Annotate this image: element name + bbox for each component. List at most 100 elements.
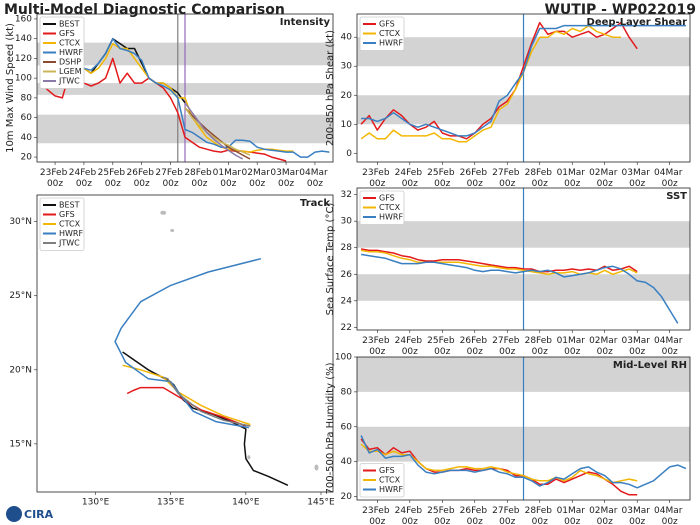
y-tick-label: 160: [15, 14, 32, 24]
legend-label: GFS: [379, 20, 395, 29]
y-tick-label: 40: [21, 133, 33, 143]
x-tick-label: 03Mar 00z: [622, 506, 653, 525]
x-tick-label: 27Feb 00z: [155, 168, 185, 189]
legend-label: HWRF: [379, 39, 403, 48]
x-tick-label: 23Feb 00z: [362, 336, 392, 357]
logo-disc: [6, 506, 22, 522]
plot-area: [357, 188, 690, 330]
legend-label: DSHP: [59, 58, 81, 67]
series-line: [126, 386, 247, 427]
x-tick-label: 26Feb 00z: [460, 168, 490, 189]
land: [314, 464, 319, 471]
y-tick-label: 40: [341, 457, 353, 467]
panel-title: Intensity: [280, 17, 331, 28]
x-tick-label: 23Feb 00z: [362, 168, 392, 189]
series-line: [360, 21, 638, 140]
legend-label: HWRF: [379, 485, 403, 494]
x-tick-label: 26Feb 00z: [460, 336, 490, 357]
legend-label: GFS: [379, 194, 395, 203]
y-axis-label: 10m Max Wind Speed (kt): [5, 23, 16, 153]
x-tick-label: 25Feb 00z: [427, 336, 457, 357]
x-tick-label: 26Feb 00z: [460, 506, 490, 525]
land: [247, 455, 251, 460]
y-tick-label: 25°N: [9, 291, 32, 301]
y-tick-label: 100: [335, 353, 352, 363]
series-line: [184, 107, 251, 156]
series-line: [360, 435, 687, 489]
series-line: [184, 102, 244, 160]
y-tick-label: 26: [341, 270, 353, 280]
y-tick-label: 20: [341, 492, 353, 502]
y-tick-label: 32: [341, 190, 352, 200]
plot-area: [114, 210, 319, 486]
x-tick-label: 140°E: [232, 498, 260, 508]
y-tick-label: 20: [341, 91, 353, 101]
legend-label: CTCX: [379, 29, 401, 38]
x-tick-label: 04Mar 00z: [654, 336, 685, 357]
legend-label: JTWC: [58, 239, 80, 248]
frame: [356, 13, 691, 163]
panel-title: SST: [666, 191, 687, 202]
legend-label: BEST: [59, 201, 80, 210]
x-tick-label: 27Feb 00z: [492, 168, 522, 189]
x-tick-label: 145°E: [307, 498, 335, 508]
series-line: [40, 37, 330, 158]
legend-label: GFS: [59, 29, 75, 38]
legend-label: LGEM: [59, 67, 82, 76]
x-tick-label: 23Feb 00z: [40, 168, 70, 189]
legend-label: HWRF: [379, 213, 403, 222]
x-tick-label: 04Mar 00z: [654, 506, 685, 525]
x-tick-label: 23Feb 00z: [362, 506, 392, 525]
frame: [356, 187, 691, 331]
x-tick-label: 24Feb 00z: [395, 336, 425, 357]
series-line: [360, 249, 638, 276]
legend-label: CTCX: [59, 220, 81, 229]
y-tick-label: 100: [15, 74, 32, 84]
frame: [356, 356, 691, 501]
y-tick-label: 28: [341, 243, 353, 253]
x-tick-label: 28Feb 00z: [525, 336, 555, 357]
x-tick-label: 28Feb 00z: [184, 168, 214, 189]
y-axis-label: Sea Surface Temp (°C): [325, 203, 336, 316]
y-tick-label: 15°N: [9, 439, 32, 449]
series-line: [162, 376, 251, 427]
y-tick-label: 60: [341, 422, 353, 432]
panel-title: Mid-Level RH: [613, 360, 687, 371]
y-tick-label: 10: [341, 120, 353, 130]
x-tick-label: 02Mar 00z: [589, 168, 620, 189]
storm-id: WUTIP - WP022019: [544, 2, 696, 18]
series-line: [114, 257, 262, 429]
y-tick-label: 30: [341, 217, 353, 227]
y-tick-label: 30: [341, 62, 353, 72]
x-tick-label: 03Mar 00z: [622, 336, 653, 357]
y-tick-label: 120: [15, 54, 32, 64]
series-line: [184, 107, 251, 160]
panel-title: Track: [300, 198, 330, 209]
legend-label: CTCX: [379, 476, 401, 485]
x-tick-label: 27Feb 00z: [492, 336, 522, 357]
y-axis-label: 200-850 hPa Shear (kt): [325, 30, 336, 146]
x-tick-label: 02Mar 00z: [589, 506, 620, 525]
y-tick-label: 60: [21, 113, 33, 123]
x-tick-label: 28Feb 00z: [525, 168, 555, 189]
series-line: [360, 248, 638, 273]
x-tick-label: 01Mar 00z: [213, 168, 244, 189]
x-tick-label: 01Mar 00z: [557, 168, 588, 189]
legend-label: HWRF: [59, 48, 83, 57]
land: [170, 229, 175, 233]
plot-area: [37, 14, 333, 162]
x-tick-label: 27Feb 00z: [492, 506, 522, 525]
legend-box: [39, 197, 85, 251]
legend-label: CTCX: [59, 39, 81, 48]
series-line: [360, 24, 621, 143]
x-tick-label: 04Mar 00z: [654, 168, 685, 189]
